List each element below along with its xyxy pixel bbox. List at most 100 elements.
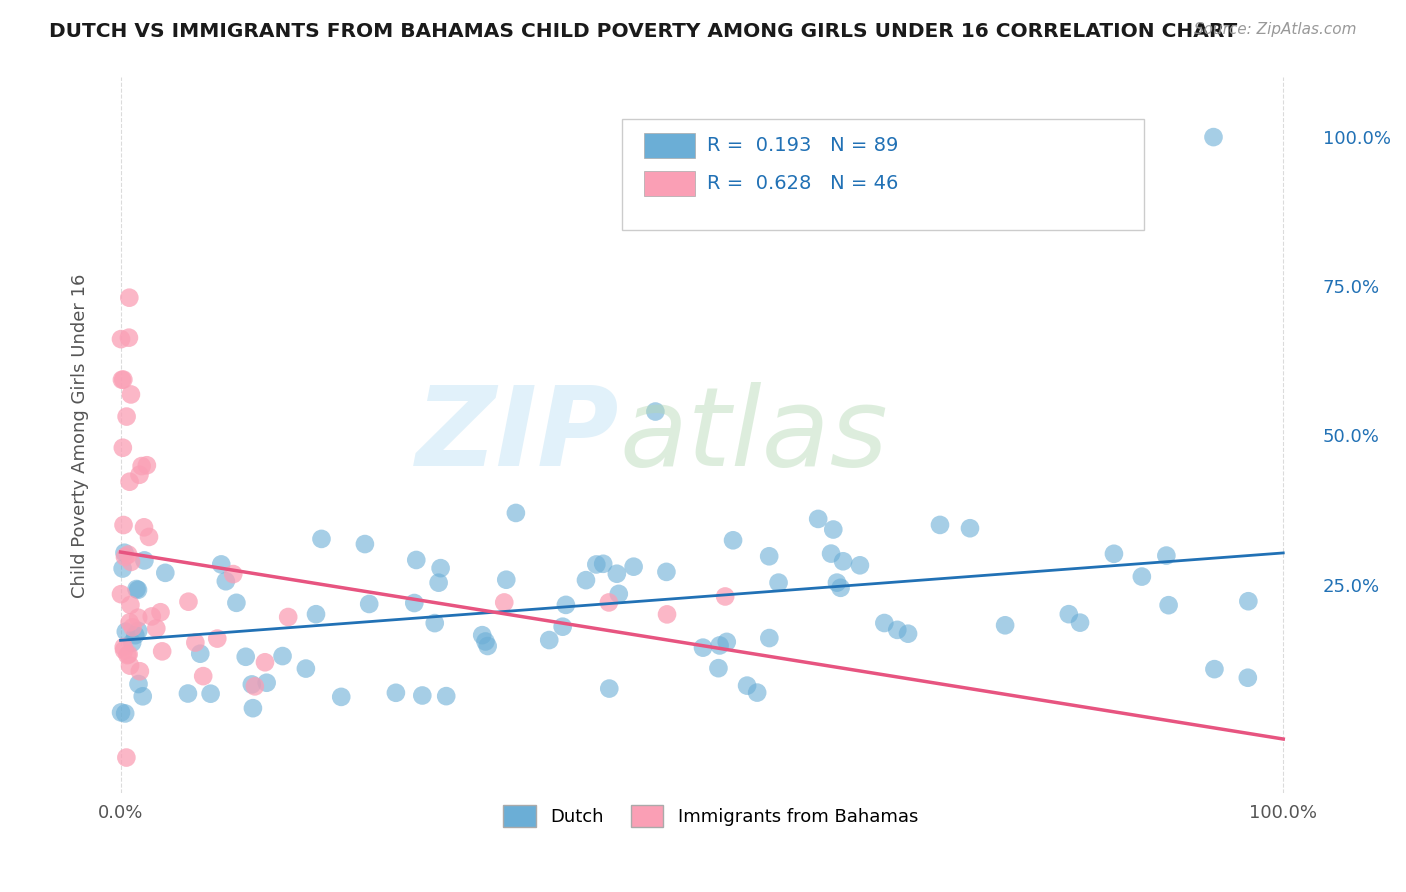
Point [354,537,377,551]
Point [114,546,136,560]
Point [994,618,1017,632]
Point [305,607,328,622]
Point [886,623,908,637]
Point [209,558,232,572]
Point [494,595,516,609]
Point [623,559,645,574]
Point [127,624,149,638]
Point [471,628,494,642]
Point [758,631,780,645]
Point [359,597,381,611]
Point [132,690,155,704]
Point [125,582,148,596]
Text: R =  0.628   N = 46: R = 0.628 N = 46 [707,174,898,193]
Point [929,517,952,532]
Point [277,610,299,624]
Point [758,549,780,564]
Point [721,533,744,548]
Point [551,620,574,634]
FancyBboxPatch shape [644,133,695,158]
Point [242,701,264,715]
Point [606,566,628,581]
Point [118,658,141,673]
Point [114,706,136,721]
Point [184,635,207,649]
Point [505,506,527,520]
Y-axis label: Child Poverty Among Girls Under 16: Child Poverty Among Girls Under 16 [72,273,89,598]
Point [121,620,143,634]
Point [115,409,138,424]
Point [820,547,842,561]
FancyBboxPatch shape [621,119,1144,230]
Point [1204,662,1226,676]
Point [138,530,160,544]
Point [807,512,830,526]
Point [110,587,132,601]
Point [118,331,141,345]
Point [112,518,135,533]
Legend: Dutch, Immigrants from Bahamas: Dutch, Immigrants from Bahamas [496,798,925,834]
Point [411,689,433,703]
Point [127,582,149,597]
Point [118,475,141,489]
Point [117,648,139,662]
Point [429,561,451,575]
Point [110,332,132,346]
Point [235,649,257,664]
Point [155,566,177,580]
Point [405,553,427,567]
Point [830,581,852,595]
Point [873,615,896,630]
Point [131,458,153,473]
Point [135,458,157,473]
Point [222,567,245,582]
Point [592,557,614,571]
Point [200,687,222,701]
Point [427,575,450,590]
Point [598,681,620,696]
Point [150,644,173,658]
Point [253,655,276,669]
Point [111,373,134,387]
Point [225,596,247,610]
Point [115,750,138,764]
Point [177,595,200,609]
Point [707,661,730,675]
Point [832,554,855,568]
Point [120,387,142,401]
Point [1130,569,1153,583]
Point [477,639,499,653]
Point [111,441,134,455]
Point [768,575,790,590]
Point [714,590,737,604]
Point [1057,607,1080,622]
Point [1156,549,1178,563]
Point [554,598,576,612]
Point [120,598,142,612]
Point [1102,547,1125,561]
Point [1157,598,1180,612]
Point [243,679,266,693]
Point [385,686,408,700]
Point [735,679,758,693]
Text: atlas: atlas [620,382,889,489]
Text: R =  0.193   N = 89: R = 0.193 N = 89 [707,136,898,155]
Point [575,573,598,587]
Point [655,607,678,622]
Point [124,628,146,642]
Point [128,677,150,691]
Point [128,467,150,482]
Point [117,548,139,562]
Point [132,520,155,534]
Point [823,523,845,537]
Point [585,558,607,572]
Point [959,521,981,535]
Point [897,626,920,640]
Point [747,685,769,699]
Text: Source: ZipAtlas.com: Source: ZipAtlas.com [1194,22,1357,37]
Point [240,677,263,691]
Point [644,404,666,418]
Point [1236,671,1258,685]
Point [474,634,496,648]
Point [655,565,678,579]
